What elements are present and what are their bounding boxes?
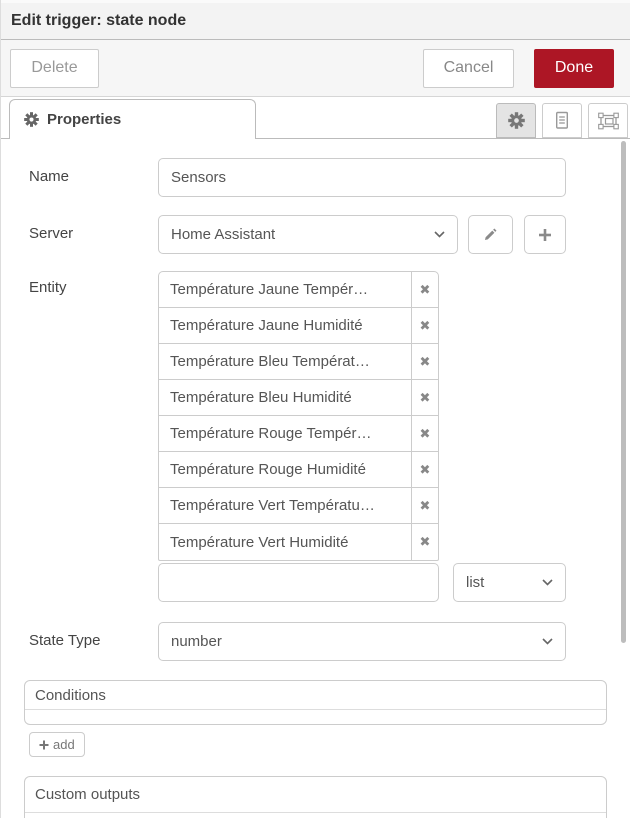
chevron-down-icon bbox=[542, 579, 553, 586]
new-entity-input[interactable] bbox=[158, 563, 439, 602]
custom-outputs-title: Custom outputs bbox=[25, 777, 606, 813]
entity-item-label: Température Bleu Humidité bbox=[170, 389, 352, 406]
conditions-title: Conditions bbox=[25, 681, 606, 710]
remove-entity-button[interactable]: ✖ bbox=[411, 380, 438, 415]
tab-properties[interactable]: Properties bbox=[9, 99, 256, 139]
entity-list-item: Température Bleu Températ… ✖ bbox=[159, 344, 438, 380]
custom-outputs-empty-list bbox=[25, 813, 606, 818]
plus-icon bbox=[539, 228, 551, 241]
state-type-select[interactable]: number bbox=[158, 622, 566, 661]
remove-entity-button[interactable]: ✖ bbox=[411, 452, 438, 487]
document-icon bbox=[556, 111, 569, 129]
scrollbar-thumb[interactable] bbox=[621, 141, 626, 643]
remove-entity-button[interactable]: ✖ bbox=[411, 344, 438, 379]
entity-type-select[interactable]: list bbox=[453, 563, 566, 602]
dialog-title: Edit trigger: state node bbox=[11, 12, 187, 29]
add-condition-label: add bbox=[53, 737, 75, 752]
remove-entity-button[interactable]: ✖ bbox=[411, 524, 438, 560]
gear-icon bbox=[24, 112, 39, 127]
cancel-button[interactable]: Cancel bbox=[423, 48, 514, 88]
tab-toolbar bbox=[496, 103, 628, 138]
entity-add-row: list bbox=[158, 563, 566, 602]
add-server-button[interactable] bbox=[524, 215, 566, 254]
state-type-label: State Type bbox=[29, 632, 101, 649]
dialog-titlebar: Edit trigger: state node bbox=[1, 0, 630, 40]
entity-list-item: Température Vert Humidité ✖ bbox=[159, 524, 438, 560]
gear-icon bbox=[507, 112, 525, 129]
node-settings-button[interactable] bbox=[496, 103, 536, 138]
entity-editor: Température Jaune Tempér… ✖ Température … bbox=[158, 271, 566, 602]
dialog-toolbar: Delete Cancel Done bbox=[1, 40, 630, 97]
conditions-panel: Conditions bbox=[24, 680, 607, 725]
state-type-select-value: number bbox=[171, 633, 222, 650]
remove-entity-button[interactable]: ✖ bbox=[411, 488, 438, 523]
name-input[interactable] bbox=[158, 158, 566, 197]
entity-list-item: Température Jaune Humidité ✖ bbox=[159, 308, 438, 344]
entity-item-label: Température Jaune Humidité bbox=[170, 317, 363, 334]
entity-item-label: Température Rouge Humidité bbox=[170, 461, 366, 478]
entity-row: Entity Température Jaune Tempér… ✖ Tempé… bbox=[29, 271, 630, 602]
pencil-icon bbox=[484, 228, 497, 241]
properties-form: Name Server Home Assistant bbox=[1, 139, 630, 818]
tab-properties-label: Properties bbox=[47, 111, 122, 128]
entity-list-item: Température Rouge Humidité ✖ bbox=[159, 452, 438, 488]
entity-item-label: Température Bleu Températ… bbox=[170, 353, 370, 370]
node-description-button[interactable] bbox=[542, 103, 582, 138]
remove-entity-button[interactable]: ✖ bbox=[411, 416, 438, 451]
name-row: Name bbox=[29, 158, 630, 197]
remove-entity-button[interactable]: ✖ bbox=[411, 272, 438, 307]
server-select-value: Home Assistant bbox=[171, 226, 276, 243]
entity-list: Température Jaune Tempér… ✖ Température … bbox=[158, 271, 439, 561]
remove-entity-button[interactable]: ✖ bbox=[411, 308, 438, 343]
node-appearance-button[interactable] bbox=[588, 103, 628, 138]
entity-list-item: Température Jaune Tempér… ✖ bbox=[159, 272, 438, 308]
editor-tabbar: Properties bbox=[1, 97, 630, 139]
entity-list-item: Température Bleu Humidité ✖ bbox=[159, 380, 438, 416]
entity-item-label: Température Jaune Tempér… bbox=[170, 281, 369, 298]
server-label: Server bbox=[29, 225, 74, 242]
custom-outputs-panel: Custom outputs bbox=[24, 776, 607, 818]
edit-server-button[interactable] bbox=[468, 215, 513, 254]
name-label: Name bbox=[29, 168, 70, 185]
server-select[interactable]: Home Assistant bbox=[158, 215, 458, 254]
node-appearance-icon bbox=[597, 112, 619, 129]
entity-list-item: Température Vert Températu… ✖ bbox=[159, 488, 438, 524]
entity-item-label: Température Vert Températu… bbox=[170, 497, 375, 514]
delete-button[interactable]: Delete bbox=[10, 48, 99, 88]
state-type-row: State Type number bbox=[29, 622, 630, 661]
add-condition-button[interactable]: add bbox=[29, 732, 85, 757]
entity-list-item: Température Rouge Tempér… ✖ bbox=[159, 416, 438, 452]
chevron-down-icon bbox=[542, 638, 553, 645]
conditions-empty-list bbox=[25, 710, 606, 724]
entity-item-label: Température Rouge Tempér… bbox=[170, 425, 372, 442]
server-row: Server Home Assistant bbox=[29, 215, 630, 254]
entity-item-label: Température Vert Humidité bbox=[170, 533, 349, 551]
entity-label: Entity bbox=[29, 279, 67, 296]
plus-icon bbox=[39, 740, 49, 749]
chevron-down-icon bbox=[434, 231, 445, 238]
done-button[interactable]: Done bbox=[534, 48, 614, 88]
entity-type-select-value: list bbox=[466, 574, 485, 591]
